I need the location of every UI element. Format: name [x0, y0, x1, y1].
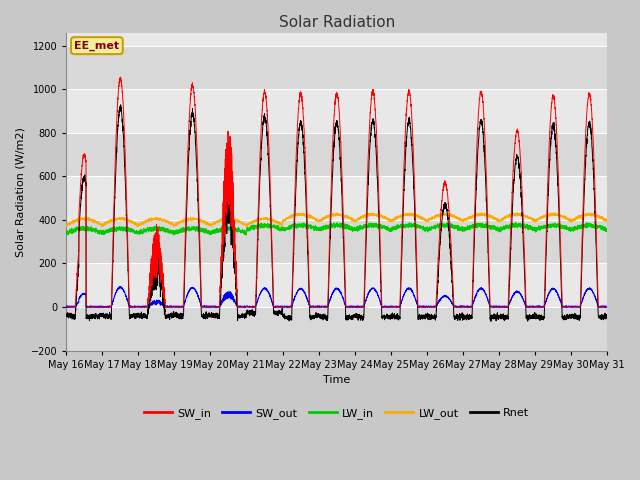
Bar — [66, 89, 607, 133]
Bar — [66, 133, 607, 176]
Text: EE_met: EE_met — [74, 40, 120, 51]
Bar — [66, 46, 607, 89]
Bar — [66, 220, 607, 264]
Bar — [66, 264, 607, 307]
Title: Solar Radiation: Solar Radiation — [278, 15, 395, 30]
Legend: SW_in, SW_out, LW_in, LW_out, Rnet: SW_in, SW_out, LW_in, LW_out, Rnet — [140, 404, 534, 424]
Bar — [66, 176, 607, 220]
Y-axis label: Solar Radiation (W/m2): Solar Radiation (W/m2) — [15, 127, 25, 256]
Bar — [66, 307, 607, 350]
X-axis label: Time: Time — [323, 375, 350, 385]
